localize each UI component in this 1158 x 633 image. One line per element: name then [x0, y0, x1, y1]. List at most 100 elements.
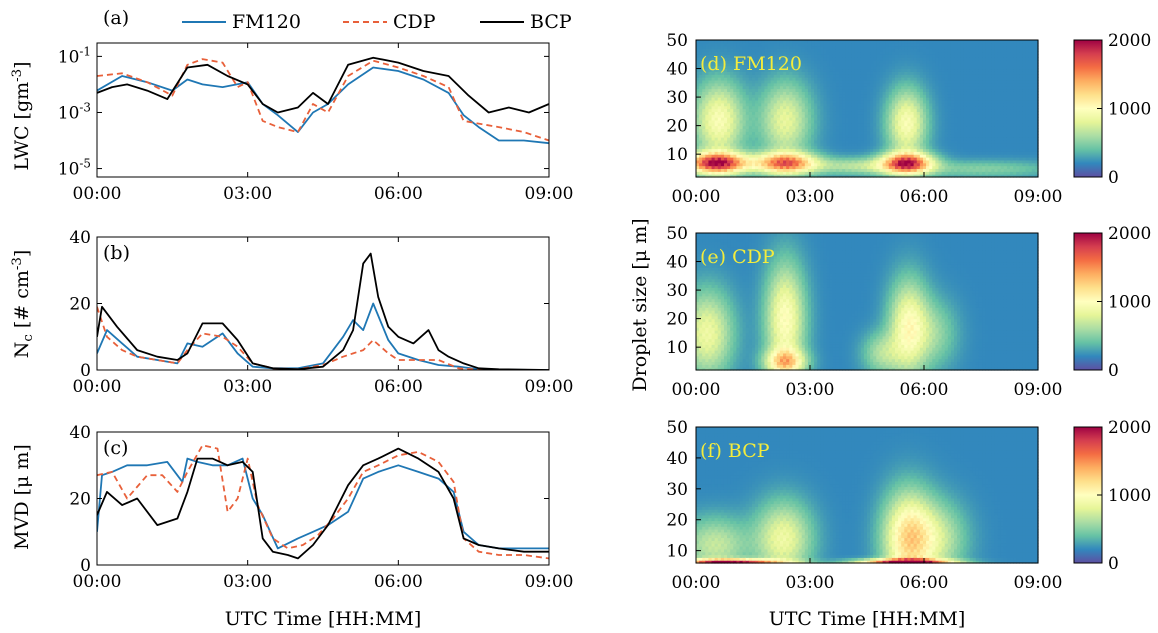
heatmap-cell — [907, 148, 912, 152]
heatmap-cell — [963, 97, 968, 101]
heatmap-cell — [994, 139, 999, 144]
heatmap-cell — [1006, 142, 1011, 147]
heatmap-cell — [985, 125, 989, 130]
heatmap-cell — [751, 94, 756, 98]
heatmap-cell — [764, 131, 769, 135]
heatmap-cell — [885, 40, 890, 44]
heatmap-cell — [910, 97, 915, 101]
heatmap-cell — [919, 57, 924, 61]
heatmap-cell — [988, 117, 992, 121]
heatmap-cell — [702, 134, 706, 138]
heatmap-cell — [857, 159, 862, 164]
heatmap-cell — [723, 117, 728, 121]
heatmap-cell — [717, 105, 722, 110]
heatmap-cell — [857, 74, 862, 78]
heatmap-cell — [941, 99, 946, 104]
heatmap-cell — [798, 59, 803, 64]
heatmap-cell — [804, 111, 809, 115]
heatmap-cell — [804, 119, 809, 124]
heatmap-cell — [919, 94, 924, 98]
heatmap-cell — [985, 142, 989, 147]
heatmap-cell — [873, 94, 877, 98]
heatmap-cell — [776, 82, 781, 87]
heatmap-cell — [916, 134, 921, 138]
heatmap-cell — [885, 54, 890, 58]
heatmap-cell — [814, 99, 818, 104]
heatmap-cell — [839, 71, 843, 75]
heatmap-cell — [761, 134, 765, 138]
heatmap-cell — [711, 91, 716, 95]
heatmap-cell — [767, 145, 772, 150]
heatmap-cell — [739, 99, 744, 104]
heatmap-cell — [742, 171, 747, 175]
heatmap-cell — [699, 125, 703, 130]
heatmap-cell — [941, 48, 946, 53]
heatmap-cell — [783, 85, 787, 90]
heatmap-cell — [792, 79, 797, 84]
heatmap-cell — [975, 71, 980, 75]
heatmap-cell — [851, 82, 856, 87]
heatmap-cell — [904, 54, 909, 58]
heatmap-cell — [966, 68, 971, 72]
heatmap-cell — [820, 145, 825, 150]
heatmap-cell — [898, 174, 902, 178]
heatmap-cell — [867, 131, 871, 135]
heatmap-cell — [745, 154, 750, 158]
heatmap-cell — [826, 74, 831, 78]
heatmap-cell — [764, 139, 769, 144]
heatmap-cell — [941, 174, 946, 178]
heatmap-cell — [888, 48, 893, 53]
heatmap-cell — [851, 114, 856, 118]
heatmap-cell — [972, 119, 977, 124]
heatmap-cell — [832, 97, 837, 101]
heatmap-cell — [783, 91, 787, 95]
heatmap-cell — [851, 94, 856, 98]
heatmap-cell — [773, 65, 778, 70]
heatmap-cell — [773, 102, 778, 107]
heatmap-cell — [910, 168, 915, 172]
heatmap-cell — [807, 79, 812, 84]
heatmap-cell — [748, 128, 753, 132]
heatmap-cell — [789, 74, 793, 78]
heatmap-cell — [891, 131, 896, 135]
heatmap-cell — [941, 82, 946, 87]
heatmap-cell — [969, 57, 974, 61]
heatmap-cell — [860, 48, 865, 53]
heatmap-cell — [1003, 128, 1008, 132]
heatmap-cell — [820, 88, 825, 92]
heatmap-cell — [745, 99, 750, 104]
heatmap-cell — [711, 157, 716, 161]
heatmap-cell — [705, 114, 710, 118]
heatmap-cell — [742, 125, 747, 130]
heatmap-cell — [1006, 65, 1011, 70]
heatmap-cell — [807, 91, 812, 95]
heatmap-cell — [739, 74, 744, 78]
series-line-cdp — [97, 58, 549, 142]
heatmap-cell — [807, 85, 812, 90]
heatmap-cell — [823, 137, 828, 141]
heatmap-cell — [820, 77, 825, 81]
heatmap-cell — [714, 162, 719, 167]
heatmap-cell — [922, 134, 927, 138]
heatmap-cell — [888, 165, 893, 170]
heatmap-cell — [829, 134, 834, 138]
heatmap-cell — [994, 54, 999, 58]
heatmap-cell — [755, 134, 759, 138]
heatmap-cell — [898, 108, 902, 112]
heatmap-cell — [922, 79, 927, 84]
heatmap-cell — [873, 162, 877, 167]
heatmap-cell — [789, 165, 793, 170]
heatmap-cell — [770, 65, 775, 70]
heatmap-cell — [717, 159, 722, 164]
heatmap-cell — [985, 137, 989, 141]
heatmap-cell — [988, 94, 992, 98]
heatmap-cell — [742, 99, 747, 104]
heatmap-cell — [978, 134, 983, 138]
heatmap-cell — [792, 157, 797, 161]
heatmap-cell — [711, 159, 716, 164]
heatmap-cell — [745, 48, 750, 53]
heatmap-cell — [711, 125, 716, 130]
heatmap-cell — [894, 154, 899, 158]
heatmap-cell — [767, 99, 772, 104]
heatmap-cell — [932, 154, 936, 158]
